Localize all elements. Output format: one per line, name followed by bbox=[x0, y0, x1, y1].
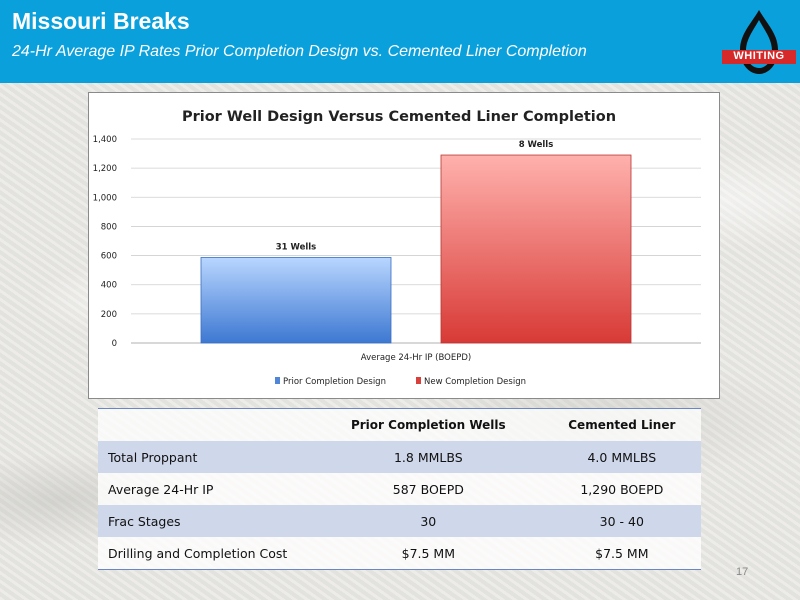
table-header-cemented: Cemented Liner bbox=[542, 408, 701, 441]
logo-text: WHITING bbox=[733, 50, 785, 62]
table-row: Drilling and Completion Cost $7.5 MM $7.… bbox=[98, 537, 701, 570]
legend-swatch-prior bbox=[275, 377, 280, 384]
slide-subtitle: 24-Hr Average IP Rates Prior Completion … bbox=[12, 43, 587, 60]
bar-prior-completion bbox=[200, 257, 392, 344]
row-value-prior: 587 BOEPD bbox=[314, 473, 543, 505]
oil-drop-icon bbox=[722, 10, 796, 74]
y-tick-label: 400 bbox=[101, 281, 117, 291]
table-header-prior: Prior Completion Wells bbox=[314, 408, 543, 441]
slide-header: Missouri Breaks 24-Hr Average IP Rates P… bbox=[0, 0, 800, 83]
legend-label-new: New Completion Design bbox=[424, 377, 526, 387]
row-value-cemented: 4.0 MMLBS bbox=[542, 441, 701, 473]
row-value-cemented: $7.5 MM bbox=[542, 537, 701, 570]
y-tick-label: 200 bbox=[101, 310, 117, 320]
row-value-prior: 1.8 MMLBS bbox=[314, 441, 543, 473]
chart-title: Prior Well Design Versus Cemented Liner … bbox=[182, 109, 616, 125]
page-number: 17 bbox=[736, 566, 749, 578]
y-tick-label: 1,200 bbox=[93, 164, 117, 174]
row-value-prior: $7.5 MM bbox=[314, 537, 543, 570]
y-tick-label: 1,400 bbox=[93, 135, 117, 145]
row-label: Drilling and Completion Cost bbox=[98, 537, 314, 570]
legend-swatch-new bbox=[416, 377, 421, 384]
row-value-cemented: 1,290 BOEPD bbox=[542, 473, 701, 505]
bar-chart: Prior Well Design Versus Cemented Liner … bbox=[93, 109, 701, 387]
chart-container: Prior Well Design Versus Cemented Liner … bbox=[88, 92, 720, 399]
comparison-table: Prior Completion Wells Cemented Liner To… bbox=[98, 408, 701, 570]
row-value-prior: 30 bbox=[314, 505, 543, 537]
y-tick-label: 600 bbox=[101, 252, 117, 262]
y-tick-label: 1,000 bbox=[93, 193, 117, 203]
row-label: Average 24-Hr IP bbox=[98, 473, 314, 505]
row-label: Frac Stages bbox=[98, 505, 314, 537]
bar-new-completion bbox=[440, 154, 632, 344]
slide-title: Missouri Breaks bbox=[12, 8, 190, 34]
row-label: Total Proppant bbox=[98, 441, 314, 473]
bar-data-label: 31 Wells bbox=[276, 242, 317, 252]
table-header-row: Prior Completion Wells Cemented Liner bbox=[98, 408, 701, 441]
table-row: Average 24-Hr IP 587 BOEPD 1,290 BOEPD bbox=[98, 473, 701, 505]
table-header-blank bbox=[98, 408, 314, 441]
row-value-cemented: 30 - 40 bbox=[542, 505, 701, 537]
bar-data-label: 8 Wells bbox=[519, 140, 554, 150]
y-tick-label: 800 bbox=[101, 222, 117, 232]
legend-label-prior: Prior Completion Design bbox=[283, 377, 386, 387]
table-row: Frac Stages 30 30 - 40 bbox=[98, 505, 701, 537]
x-category-label: Average 24-Hr IP (BOEPD) bbox=[361, 353, 471, 363]
y-tick-label: 0 bbox=[112, 339, 117, 349]
table-row: Total Proppant 1.8 MMLBS 4.0 MMLBS bbox=[98, 441, 701, 473]
chart-legend: Prior Completion Design New Completion D… bbox=[275, 377, 526, 387]
whiting-logo: WHITING bbox=[718, 6, 800, 80]
